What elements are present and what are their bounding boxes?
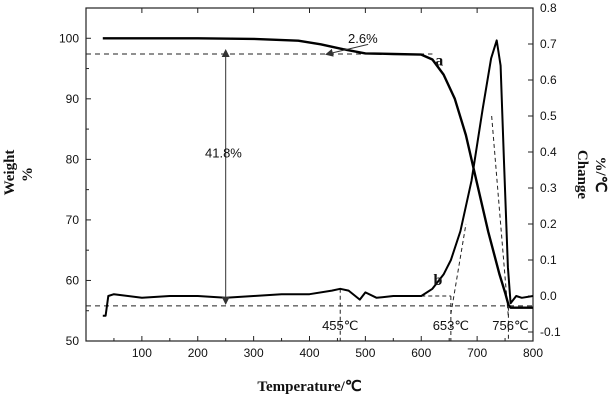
- y-right-tick-label: -0.1: [540, 325, 561, 339]
- curve-label-a: a: [435, 53, 443, 70]
- mass-loss-small-label: 2.6%: [348, 31, 378, 46]
- y-right-tick-label: 0.0: [540, 289, 557, 303]
- temp-label-t2: 653℃: [433, 318, 469, 333]
- y-right-axis-title-line1: Change: [574, 150, 590, 200]
- y-right-tick-label: 0.2: [540, 217, 557, 231]
- x-tick-label: 800: [523, 346, 543, 360]
- series-line-a: [103, 38, 533, 307]
- y-left-tick-label: 90: [66, 92, 80, 106]
- temp-label-t1: 455℃: [322, 318, 358, 333]
- y-left-tick-label: 80: [66, 152, 80, 166]
- y-right-tick-label: 0.5: [540, 109, 557, 123]
- y-left-tick-label: 70: [66, 213, 80, 227]
- x-tick-label: 400: [299, 346, 319, 360]
- y-left-axis-title-line1: Weight: [2, 150, 18, 196]
- y-right-tick-label: 0.8: [540, 1, 557, 15]
- y-left-tick-label: 50: [66, 334, 80, 348]
- x-tick-label: 600: [411, 346, 431, 360]
- plot-frame: [86, 8, 533, 341]
- x-tick-label: 700: [467, 346, 487, 360]
- mass-loss-total-label: 41.8%: [205, 145, 242, 160]
- x-axis-title: Temperature/℃: [257, 379, 361, 395]
- x-tick-label: 300: [244, 346, 264, 360]
- y-right-tick-label: 0.1: [540, 253, 557, 267]
- y-left-tick-label: 60: [66, 273, 80, 287]
- y-right-tick-label: 0.3: [540, 181, 557, 195]
- y-right-tick-label: 0.7: [540, 37, 557, 51]
- x-tick-label: 200: [188, 346, 208, 360]
- x-tick-label: 100: [132, 346, 152, 360]
- y-left-tick-label: 100: [59, 31, 79, 45]
- y-left-axis-title-line2: %: [20, 167, 36, 182]
- series-line-b: [103, 40, 533, 315]
- y-right-axis-title-line2: %/℃: [592, 156, 608, 192]
- y-right-tick-label: 0.4: [540, 145, 557, 159]
- y-right-tick-label: 0.6: [540, 73, 557, 87]
- x-tick-label: 500: [355, 346, 375, 360]
- curve-label-b: b: [434, 272, 443, 289]
- temp-label-t3: 756℃: [492, 318, 528, 333]
